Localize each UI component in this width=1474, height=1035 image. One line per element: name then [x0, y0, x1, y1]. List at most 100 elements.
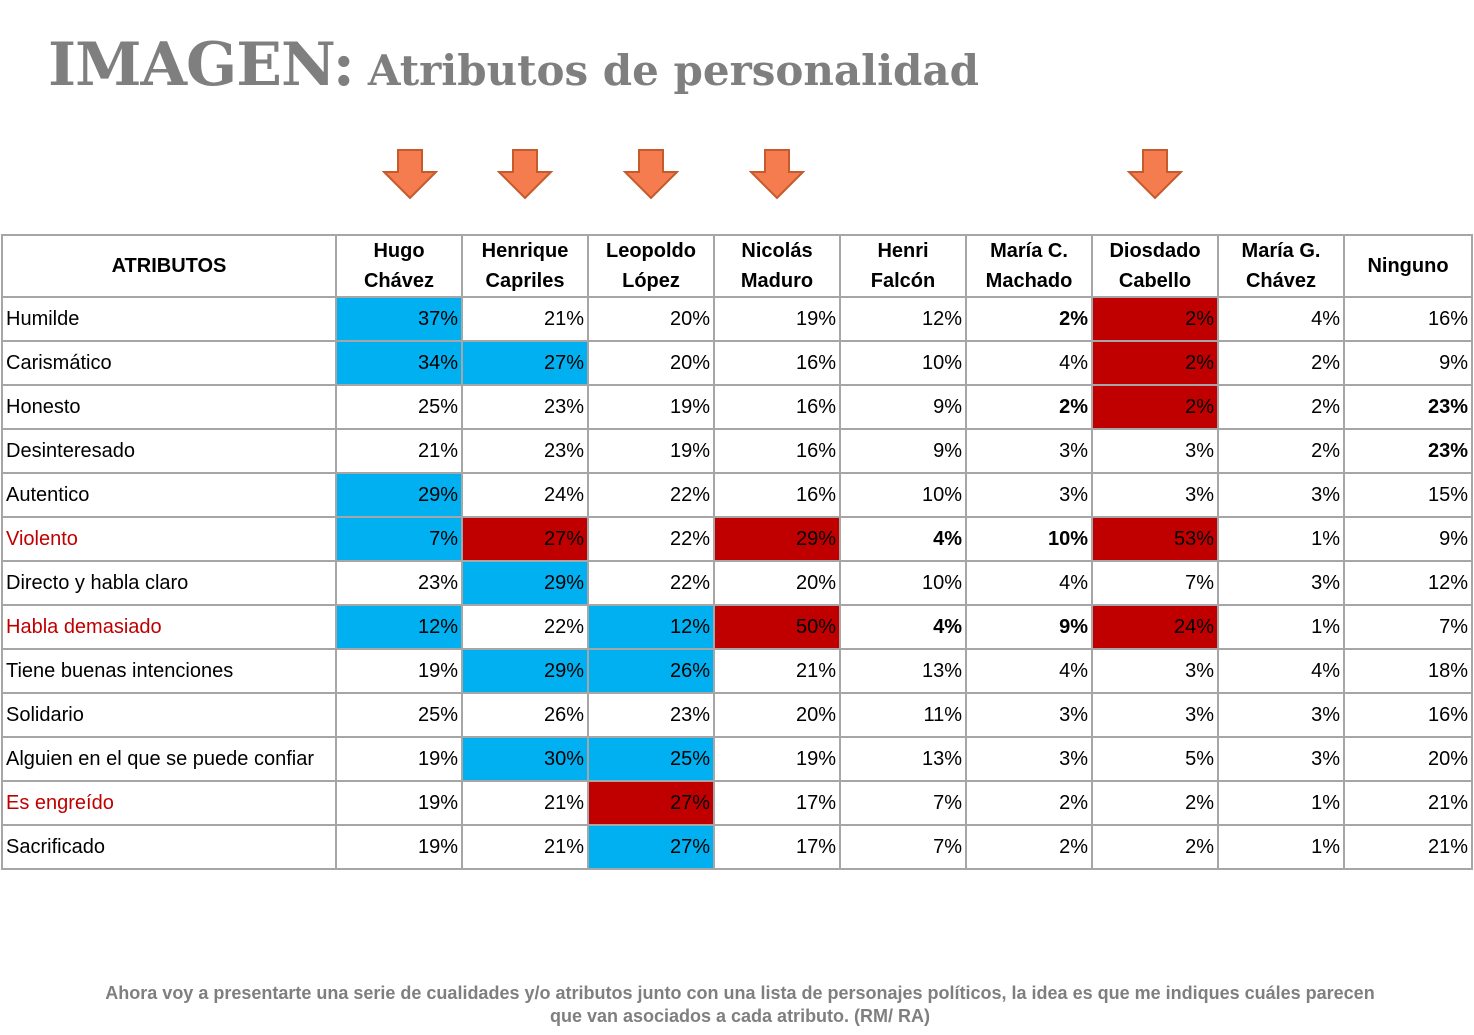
footnote-line-2: que van asociados a cada atributo. (RM/ … — [549, 1006, 931, 1026]
value-cell: 3% — [1217, 560, 1345, 606]
value-cell: 22% — [587, 560, 715, 606]
value-cell: 7% — [839, 824, 967, 870]
table-row: Honesto 25% 23% 19% 16% 9% 2% 2% 2% 23% — [1, 384, 1473, 430]
value-cell: 11% — [839, 692, 967, 738]
column-header: Leopoldo López — [587, 234, 715, 298]
value-cell: 23% — [335, 560, 463, 606]
value-cell: 1% — [1217, 604, 1345, 650]
row-header: ATRIBUTOS — [1, 234, 337, 298]
value-cell: 3% — [1217, 472, 1345, 518]
value-cell: 9% — [839, 384, 967, 430]
column-header: Diosdado Cabello — [1091, 234, 1219, 298]
value-cell: 4% — [839, 516, 967, 562]
attribute-label: Tiene buenas intenciones — [1, 648, 337, 694]
column-header-line2: Capriles — [485, 270, 565, 292]
value-cell: 2% — [1217, 384, 1345, 430]
table-row: Humilde 37% 21% 20% 19% 12% 2% 2% 4% 16% — [1, 296, 1473, 342]
value-cell: 29% — [335, 472, 463, 518]
value-cell: 2% — [965, 824, 1093, 870]
title-main: IMAGEN: — [48, 30, 355, 100]
value-cell: 7% — [1343, 604, 1473, 650]
value-cell: 16% — [713, 384, 841, 430]
value-cell: 3% — [965, 472, 1093, 518]
column-header: Henrique Capriles — [461, 234, 589, 298]
title-sub: Atributos de personalidad — [367, 46, 979, 95]
value-cell: 21% — [461, 296, 589, 342]
value-cell: 17% — [713, 780, 841, 826]
attribute-label: Desinteresado — [1, 428, 337, 474]
value-cell: 4% — [1217, 296, 1345, 342]
value-cell: 2% — [1217, 428, 1345, 474]
value-cell: 17% — [713, 824, 841, 870]
down-arrow-icon — [497, 149, 553, 200]
value-cell: 3% — [1091, 648, 1219, 694]
value-cell: 2% — [965, 780, 1093, 826]
value-cell: 20% — [713, 560, 841, 606]
column-header-line1: Henrique — [481, 240, 569, 262]
table-row: Sacrificado 19% 21% 27% 17% 7% 2% 2% 1% 21% — [1, 824, 1473, 870]
value-cell: 15% — [1343, 472, 1473, 518]
value-cell: 3% — [1091, 692, 1219, 738]
value-cell: 13% — [839, 648, 967, 694]
page-title: IMAGEN: Atributos de personalidad — [48, 30, 979, 100]
value-cell: 12% — [1343, 560, 1473, 606]
value-cell: 24% — [1091, 604, 1219, 650]
column-header: Ninguno — [1343, 234, 1473, 298]
column-header-line1: Leopoldo — [606, 240, 696, 262]
column-header: Henri Falcón — [839, 234, 967, 298]
table-header-row: ATRIBUTOS Hugo Chávez Henrique Capriles Leop… — [1, 234, 1473, 298]
value-cell: 3% — [1217, 692, 1345, 738]
value-cell: 21% — [461, 824, 589, 870]
table-row: Es engreído 19% 21% 27% 17% 7% 2% 2% 1% 21% — [1, 780, 1473, 826]
attribute-label: Humilde — [1, 296, 337, 342]
column-header: María G. Chávez — [1217, 234, 1345, 298]
value-cell: 9% — [965, 604, 1093, 650]
value-cell: 16% — [1343, 296, 1473, 342]
value-cell: 22% — [587, 472, 715, 518]
value-cell: 5% — [1091, 736, 1219, 782]
value-cell: 9% — [1343, 516, 1473, 562]
value-cell: 53% — [1091, 516, 1219, 562]
value-cell: 21% — [1343, 780, 1473, 826]
value-cell: 4% — [839, 604, 967, 650]
attribute-label: Honesto — [1, 384, 337, 430]
table-row: Directo y habla claro 23% 29% 22% 20% 10% 4% 7%… — [1, 560, 1473, 606]
value-cell: 19% — [713, 736, 841, 782]
value-cell: 16% — [713, 340, 841, 386]
down-arrow-icon — [382, 149, 438, 200]
value-cell: 16% — [713, 428, 841, 474]
down-arrow-icon — [623, 149, 679, 200]
table-row: Habla demasiado 12% 22% 12% 50% 4% 9% 24% 1% 7% — [1, 604, 1473, 650]
value-cell: 37% — [335, 296, 463, 342]
value-cell: 25% — [335, 692, 463, 738]
value-cell: 34% — [335, 340, 463, 386]
value-cell: 21% — [713, 648, 841, 694]
value-cell: 4% — [965, 648, 1093, 694]
value-cell: 26% — [461, 692, 589, 738]
column-header-line2: López — [622, 270, 680, 292]
down-arrow-icon — [1127, 149, 1183, 200]
attribute-label: Violento — [1, 516, 337, 562]
attribute-label: Alguien en el que se puede confiar — [1, 736, 337, 782]
value-cell: 23% — [461, 384, 589, 430]
value-cell: 25% — [587, 736, 715, 782]
column-header-line2: Chávez — [1245, 270, 1317, 292]
value-cell: 3% — [1217, 736, 1345, 782]
value-cell: 23% — [461, 428, 589, 474]
value-cell: 50% — [713, 604, 841, 650]
table-row: Alguien en el que se puede confiar 19% 30%… — [1, 736, 1473, 782]
column-header-line1: María C. — [990, 240, 1068, 262]
value-cell: 7% — [335, 516, 463, 562]
table-row: Carismático 34% 27% 20% 16% 10% 4% 2% 2% 9% — [1, 340, 1473, 386]
value-cell: 18% — [1343, 648, 1473, 694]
value-cell: 16% — [1343, 692, 1473, 738]
value-cell: 12% — [839, 296, 967, 342]
table-row: Tiene buenas intenciones 19% 29% 26% 21% 13% 4… — [1, 648, 1473, 694]
value-cell: 29% — [713, 516, 841, 562]
value-cell: 9% — [1343, 340, 1473, 386]
value-cell: 20% — [1343, 736, 1473, 782]
value-cell: 27% — [587, 780, 715, 826]
value-cell: 27% — [461, 340, 589, 386]
value-cell: 2% — [1217, 340, 1345, 386]
value-cell: 19% — [335, 780, 463, 826]
